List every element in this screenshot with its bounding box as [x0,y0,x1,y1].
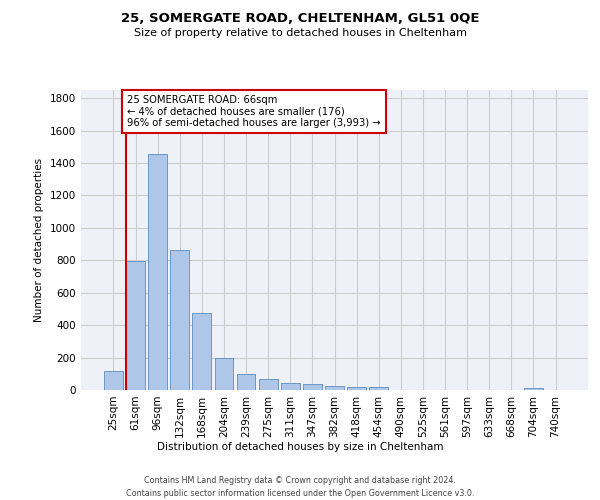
Bar [347,387,366,390]
Bar [193,313,211,390]
Text: Contains HM Land Registry data © Crown copyright and database right 2024.: Contains HM Land Registry data © Crown c… [144,476,456,485]
Text: 25, SOMERGATE ROAD, CHELTENHAM, GL51 0QE: 25, SOMERGATE ROAD, CHELTENHAM, GL51 0QE [121,12,479,26]
Y-axis label: Number of detached properties: Number of detached properties [34,158,44,322]
Text: Distribution of detached houses by size in Cheltenham: Distribution of detached houses by size … [157,442,443,452]
Bar [104,370,123,390]
Bar [259,380,278,390]
Bar [325,386,344,390]
Bar [303,384,322,390]
Text: Size of property relative to detached houses in Cheltenham: Size of property relative to detached ho… [133,28,467,38]
Text: 25 SOMERGATE ROAD: 66sqm
← 4% of detached houses are smaller (176)
96% of semi-d: 25 SOMERGATE ROAD: 66sqm ← 4% of detache… [127,95,381,128]
Bar [370,387,388,390]
Text: Contains public sector information licensed under the Open Government Licence v3: Contains public sector information licen… [126,489,474,498]
Bar [215,358,233,390]
Bar [524,388,543,390]
Bar [148,154,167,390]
Bar [126,261,145,390]
Bar [236,374,256,390]
Bar [170,250,189,390]
Bar [281,382,299,390]
